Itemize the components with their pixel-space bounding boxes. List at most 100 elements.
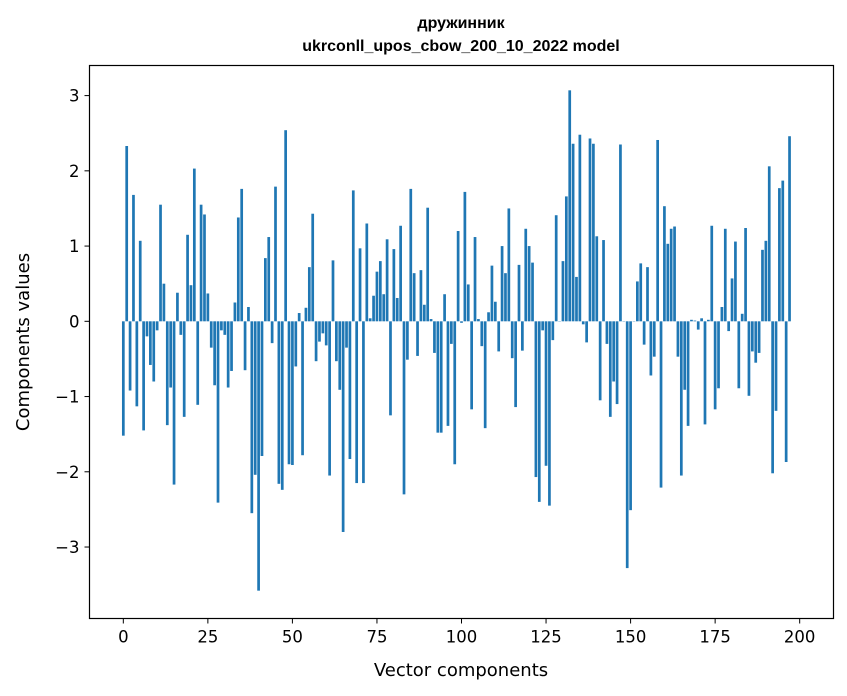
bar bbox=[690, 319, 693, 322]
bar bbox=[450, 321, 453, 344]
bar bbox=[277, 321, 281, 484]
bar bbox=[554, 215, 558, 322]
bar bbox=[385, 239, 389, 322]
bar bbox=[145, 321, 149, 337]
bar bbox=[510, 321, 514, 359]
bar bbox=[338, 321, 342, 390]
bar bbox=[172, 321, 176, 485]
bar bbox=[169, 321, 173, 388]
bar bbox=[351, 190, 355, 322]
bar bbox=[138, 240, 142, 322]
bar bbox=[335, 321, 338, 362]
bar bbox=[703, 321, 707, 425]
bar bbox=[192, 168, 196, 322]
bar bbox=[615, 321, 619, 405]
bar bbox=[561, 261, 565, 322]
bar bbox=[186, 234, 189, 322]
bar bbox=[362, 321, 365, 484]
bar bbox=[240, 188, 244, 322]
bar bbox=[341, 321, 345, 532]
bar bbox=[257, 321, 260, 591]
bar bbox=[274, 186, 277, 322]
bar bbox=[321, 321, 325, 334]
bar bbox=[128, 321, 132, 391]
bar bbox=[696, 321, 700, 330]
bar bbox=[734, 241, 737, 322]
bar bbox=[504, 273, 507, 322]
bar bbox=[717, 321, 720, 389]
bar bbox=[778, 188, 781, 322]
bar bbox=[531, 262, 534, 322]
bar bbox=[764, 240, 768, 322]
bar bbox=[679, 321, 683, 476]
bar bbox=[155, 321, 159, 331]
bar bbox=[152, 321, 156, 382]
x-tick-label: 0 bbox=[118, 628, 129, 647]
bar bbox=[260, 321, 264, 456]
bar bbox=[328, 321, 331, 476]
bar bbox=[636, 281, 639, 322]
bar bbox=[348, 321, 352, 459]
bar bbox=[750, 321, 754, 352]
bar bbox=[500, 246, 504, 322]
bar bbox=[162, 283, 166, 322]
bar bbox=[548, 321, 551, 506]
bar bbox=[720, 307, 724, 322]
bar bbox=[551, 321, 555, 341]
bar bbox=[159, 204, 162, 322]
bar bbox=[598, 321, 602, 401]
bar bbox=[395, 297, 399, 322]
bar bbox=[206, 293, 210, 322]
bar bbox=[713, 321, 717, 410]
bar bbox=[727, 321, 731, 332]
bar bbox=[433, 321, 436, 353]
bar bbox=[652, 321, 656, 357]
chart-title: дружинник bbox=[417, 15, 505, 32]
bar bbox=[149, 321, 152, 365]
x-tick-label: 75 bbox=[366, 628, 387, 647]
bar bbox=[774, 321, 778, 411]
bar bbox=[243, 321, 247, 371]
bar bbox=[781, 180, 785, 322]
bar bbox=[490, 265, 494, 322]
bar bbox=[287, 321, 291, 465]
bar bbox=[747, 321, 751, 396]
bar bbox=[324, 321, 328, 346]
bar bbox=[311, 213, 315, 322]
bar bbox=[585, 321, 588, 343]
bar bbox=[537, 321, 541, 502]
bar bbox=[649, 321, 653, 376]
bar bbox=[436, 321, 440, 433]
bar bbox=[270, 321, 274, 344]
bar bbox=[642, 321, 646, 345]
bar bbox=[581, 321, 585, 325]
x-tick-label: 125 bbox=[530, 628, 562, 647]
bar bbox=[456, 231, 460, 322]
bar bbox=[568, 90, 572, 322]
y-axis-label: Components values bbox=[13, 253, 34, 431]
bar bbox=[784, 321, 788, 463]
bar bbox=[382, 294, 386, 322]
bar bbox=[575, 276, 578, 322]
bar bbox=[507, 208, 511, 322]
bar bbox=[392, 249, 396, 322]
bar bbox=[740, 313, 744, 322]
bar bbox=[439, 321, 443, 433]
bar bbox=[619, 144, 622, 322]
bar bbox=[659, 321, 663, 488]
bar bbox=[216, 321, 220, 503]
bar bbox=[250, 321, 254, 514]
bar bbox=[453, 321, 457, 465]
bar bbox=[676, 321, 680, 357]
bar bbox=[365, 223, 369, 322]
bar bbox=[683, 321, 687, 390]
x-tick-label: 150 bbox=[615, 628, 647, 647]
bar bbox=[358, 248, 362, 322]
bar bbox=[179, 321, 183, 335]
bar bbox=[788, 136, 791, 322]
bar bbox=[429, 319, 433, 322]
bar bbox=[416, 321, 419, 356]
bar bbox=[757, 321, 761, 353]
bar bbox=[595, 236, 599, 322]
bar bbox=[483, 321, 487, 429]
